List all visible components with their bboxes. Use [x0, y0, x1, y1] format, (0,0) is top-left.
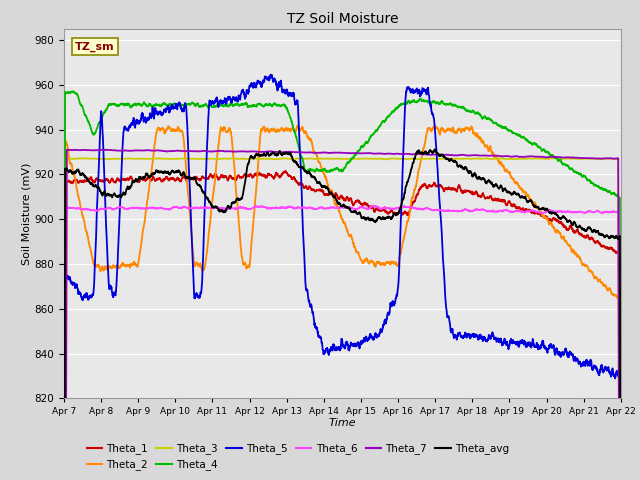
Legend: Theta_1, Theta_2, Theta_3, Theta_4, Theta_5, Theta_6, Theta_7, Theta_avg: Theta_1, Theta_2, Theta_3, Theta_4, Thet… — [83, 439, 513, 475]
Title: TZ Soil Moisture: TZ Soil Moisture — [287, 12, 398, 26]
Y-axis label: Soil Moisture (mV): Soil Moisture (mV) — [22, 162, 32, 265]
X-axis label: Time: Time — [328, 418, 356, 428]
Text: TZ_sm: TZ_sm — [75, 42, 115, 52]
